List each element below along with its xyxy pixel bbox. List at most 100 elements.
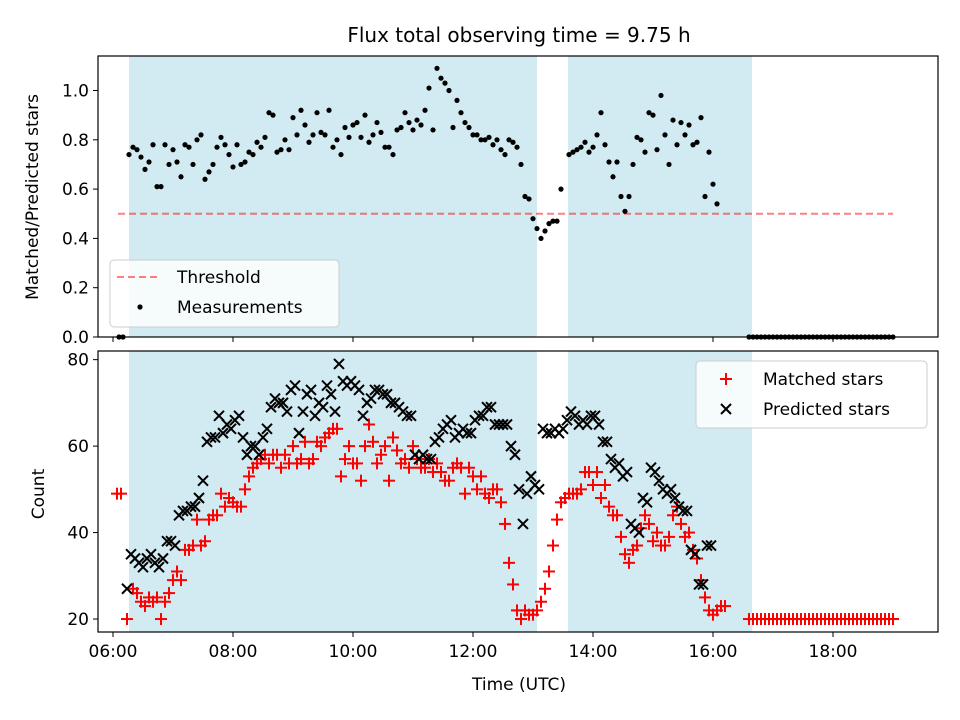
matched-star-point — [667, 509, 679, 522]
matched-star-point — [155, 613, 167, 626]
measurement-point — [690, 142, 696, 148]
matched-star-point — [331, 422, 343, 435]
matched-star-point — [307, 453, 319, 466]
measurement-point — [374, 119, 380, 126]
predicted-star-point — [525, 470, 537, 483]
legend-matched-label: Matched stars — [763, 370, 883, 390]
predicted-star-point — [193, 492, 205, 504]
predicted-star-point — [137, 561, 149, 573]
measurement-point — [186, 144, 192, 150]
predicted-star-point — [569, 410, 581, 422]
bottom-x-ticks: 06:00 08:00 10:00 12:00 14:00 16:00 18:00 — [89, 632, 858, 662]
bottom-panel: 20 40 60 80 06:00 08:00 10:00 12:00 14:00 16:00 1… — [29, 350, 939, 695]
predicted-star-point — [513, 483, 525, 496]
predicted-star-point — [445, 414, 457, 426]
matched-star-point — [131, 587, 143, 600]
measurement-point — [618, 193, 624, 200]
measurement-point — [222, 142, 228, 148]
measurement-point — [302, 122, 308, 128]
measurement-point — [166, 161, 172, 168]
predicted-star-point — [329, 405, 341, 418]
measurement-point — [686, 122, 692, 128]
matched-star-point — [391, 444, 403, 457]
measurement-point — [326, 107, 332, 113]
predicted-star-point — [277, 397, 289, 409]
matched-star-point — [383, 474, 395, 487]
measurement-point — [418, 122, 424, 128]
measurement-point — [522, 193, 528, 200]
matched-star-point — [623, 556, 635, 569]
matched-star-point — [159, 595, 171, 608]
measurement-point — [626, 193, 632, 200]
matched-star-point — [675, 517, 687, 530]
x-tick-label: 10:00 — [329, 642, 378, 662]
predicted-star-point — [697, 578, 709, 591]
measurement-point — [386, 144, 392, 150]
top-x-ticks — [112, 337, 834, 342]
measurement-point — [534, 225, 540, 232]
predicted-star-point — [497, 418, 509, 431]
predicted-star-point — [601, 436, 613, 448]
measurement-point — [538, 235, 544, 242]
measurement-point — [702, 193, 708, 200]
matched-star-point — [359, 440, 371, 453]
matched-star-point — [651, 526, 663, 539]
matched-star-point — [695, 574, 707, 587]
matched-star-point — [499, 517, 511, 530]
matched-star-point — [671, 500, 683, 513]
matched-star-point — [419, 461, 431, 474]
matched-star-point — [683, 526, 695, 539]
measurement-point — [706, 149, 712, 155]
matched-star-point — [515, 613, 527, 626]
measurement-point — [650, 112, 656, 118]
x-tick-label: 14:00 — [569, 642, 618, 662]
predicted-star-point — [641, 496, 653, 509]
predicted-star-point — [197, 474, 209, 487]
measurement-point — [710, 181, 716, 187]
measurement-point — [514, 144, 520, 150]
matched-star-point — [151, 591, 163, 604]
legend-predicted-swatch — [720, 403, 732, 415]
predicted-star-point — [209, 431, 221, 444]
measurement-point — [346, 134, 352, 140]
measurement-point — [622, 208, 628, 214]
measurement-point — [218, 134, 224, 140]
measurement-point — [666, 161, 672, 168]
matched-star-point — [687, 543, 699, 556]
matched-star-point — [399, 453, 411, 466]
predicted-star-point — [325, 388, 337, 400]
measurement-point — [398, 124, 404, 131]
predicted-star-point — [385, 397, 397, 409]
measurement-point — [642, 149, 648, 155]
matched-star-point — [471, 483, 483, 496]
matched-star-point — [431, 457, 443, 470]
measurement-point — [330, 144, 336, 150]
matched-star-point — [887, 613, 899, 626]
measurement-point — [150, 142, 156, 148]
measurement-point — [394, 127, 400, 133]
predicted-star-point — [461, 427, 473, 439]
predicted-star-point — [305, 384, 317, 396]
top-legend: Threshold Measurements — [109, 259, 340, 328]
measurement-point — [554, 218, 560, 224]
matched-star-point — [435, 466, 447, 479]
bottom-shade-layer — [129, 351, 752, 632]
matched-star-point — [611, 509, 623, 522]
predicted-star-point — [605, 453, 617, 465]
observing-window-bottom-0 — [129, 351, 537, 632]
matched-star-point — [535, 595, 547, 608]
matched-star-point — [643, 517, 655, 530]
measurement-point — [458, 110, 464, 116]
measurement-point — [278, 147, 284, 153]
measurement-point — [306, 139, 312, 145]
measurement-point — [234, 142, 240, 148]
predicted-star-point — [561, 414, 573, 426]
measurement-point — [590, 144, 596, 150]
matched-star-point — [495, 496, 507, 509]
measurement-points — [116, 65, 896, 340]
measurement-point — [250, 151, 256, 158]
matched-star-point — [699, 591, 711, 604]
predicted-star-point — [253, 449, 265, 461]
measurement-point — [210, 161, 216, 168]
measurement-point — [614, 159, 620, 165]
